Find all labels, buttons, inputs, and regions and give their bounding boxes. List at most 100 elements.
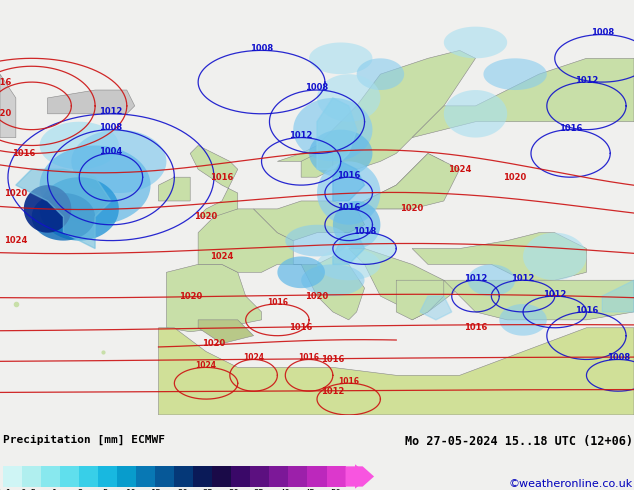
Text: 20: 20 bbox=[177, 489, 188, 490]
Bar bbox=[212, 466, 231, 487]
Text: 2: 2 bbox=[77, 489, 82, 490]
Text: 50: 50 bbox=[330, 489, 341, 490]
Text: 1012: 1012 bbox=[575, 76, 598, 85]
Text: 1020: 1020 bbox=[0, 109, 11, 118]
Polygon shape bbox=[333, 233, 365, 265]
Polygon shape bbox=[317, 74, 380, 122]
Polygon shape bbox=[309, 130, 373, 177]
Polygon shape bbox=[198, 209, 293, 272]
Bar bbox=[307, 466, 327, 487]
Bar bbox=[193, 466, 212, 487]
Bar bbox=[136, 466, 155, 487]
Polygon shape bbox=[72, 130, 166, 193]
Bar bbox=[250, 466, 269, 487]
Polygon shape bbox=[198, 320, 254, 343]
Polygon shape bbox=[357, 58, 404, 90]
Text: 1016: 1016 bbox=[337, 171, 360, 180]
Polygon shape bbox=[500, 304, 547, 336]
Polygon shape bbox=[333, 161, 365, 201]
Text: 1016: 1016 bbox=[559, 123, 582, 133]
Text: 1008: 1008 bbox=[250, 44, 273, 52]
Polygon shape bbox=[444, 26, 507, 58]
Text: 1016: 1016 bbox=[337, 203, 360, 212]
Bar bbox=[231, 466, 250, 487]
Polygon shape bbox=[444, 90, 507, 138]
Text: 1024: 1024 bbox=[210, 252, 233, 261]
FancyArrow shape bbox=[346, 466, 374, 487]
Bar bbox=[60, 466, 79, 487]
Polygon shape bbox=[190, 146, 238, 217]
Text: 1: 1 bbox=[51, 489, 57, 490]
Bar bbox=[117, 466, 136, 487]
Text: 1024: 1024 bbox=[243, 353, 264, 363]
Text: 15: 15 bbox=[152, 489, 162, 490]
Bar bbox=[3, 466, 22, 487]
Bar bbox=[174, 466, 193, 487]
Text: 5: 5 bbox=[103, 489, 108, 490]
Text: 45: 45 bbox=[305, 489, 316, 490]
Text: 1020: 1020 bbox=[503, 172, 527, 182]
Text: 1012: 1012 bbox=[543, 290, 566, 299]
Polygon shape bbox=[396, 280, 444, 320]
Text: 1016: 1016 bbox=[267, 298, 288, 307]
Polygon shape bbox=[24, 185, 71, 233]
Text: 1016: 1016 bbox=[464, 323, 487, 332]
Polygon shape bbox=[412, 58, 634, 138]
Polygon shape bbox=[158, 177, 190, 201]
Text: 1008: 1008 bbox=[591, 28, 614, 37]
Text: 1016: 1016 bbox=[575, 306, 598, 315]
Text: 1008: 1008 bbox=[100, 123, 122, 132]
Polygon shape bbox=[333, 201, 380, 248]
Text: 1016: 1016 bbox=[210, 172, 233, 182]
Polygon shape bbox=[301, 153, 333, 177]
Text: 10: 10 bbox=[126, 489, 136, 490]
Text: 25: 25 bbox=[202, 489, 213, 490]
Text: 1016: 1016 bbox=[12, 149, 36, 158]
Text: 35: 35 bbox=[254, 489, 264, 490]
Bar bbox=[155, 466, 174, 487]
Text: 1016: 1016 bbox=[321, 355, 344, 364]
Text: 1016: 1016 bbox=[338, 377, 359, 386]
Bar bbox=[327, 466, 346, 487]
Text: 1016: 1016 bbox=[0, 77, 11, 87]
Polygon shape bbox=[349, 153, 444, 209]
Polygon shape bbox=[293, 256, 365, 320]
Text: 1020: 1020 bbox=[4, 189, 27, 197]
Polygon shape bbox=[317, 248, 380, 280]
Text: 1012: 1012 bbox=[464, 274, 487, 283]
Bar bbox=[288, 466, 307, 487]
FancyArrow shape bbox=[355, 465, 370, 489]
Polygon shape bbox=[166, 265, 261, 332]
Polygon shape bbox=[333, 233, 396, 265]
Text: 1004: 1004 bbox=[100, 147, 122, 155]
Polygon shape bbox=[0, 74, 16, 138]
Polygon shape bbox=[412, 233, 586, 280]
Text: 1012: 1012 bbox=[512, 274, 534, 283]
Text: 0.1: 0.1 bbox=[0, 489, 11, 490]
Text: Mo 27-05-2024 15..18 UTC (12+06): Mo 27-05-2024 15..18 UTC (12+06) bbox=[404, 435, 633, 448]
Bar bbox=[41, 466, 60, 487]
Bar bbox=[79, 466, 98, 487]
Polygon shape bbox=[48, 90, 134, 114]
Polygon shape bbox=[602, 280, 634, 312]
Polygon shape bbox=[317, 161, 380, 225]
Polygon shape bbox=[523, 233, 586, 280]
Text: 0.5: 0.5 bbox=[21, 489, 37, 490]
Text: 1012: 1012 bbox=[321, 387, 344, 395]
Polygon shape bbox=[484, 58, 547, 90]
Polygon shape bbox=[468, 265, 515, 296]
Polygon shape bbox=[158, 328, 634, 415]
Polygon shape bbox=[16, 169, 111, 248]
Text: 1020: 1020 bbox=[202, 339, 226, 348]
Text: 40: 40 bbox=[279, 489, 290, 490]
Polygon shape bbox=[349, 153, 460, 209]
Polygon shape bbox=[278, 50, 476, 169]
Text: 1024: 1024 bbox=[195, 361, 217, 370]
Text: ©weatheronline.co.uk: ©weatheronline.co.uk bbox=[508, 479, 633, 489]
Text: 1020: 1020 bbox=[401, 204, 424, 214]
Text: 1016: 1016 bbox=[299, 353, 320, 363]
Bar bbox=[269, 466, 288, 487]
Text: 30: 30 bbox=[228, 489, 239, 490]
Polygon shape bbox=[285, 225, 349, 256]
Polygon shape bbox=[40, 122, 119, 169]
